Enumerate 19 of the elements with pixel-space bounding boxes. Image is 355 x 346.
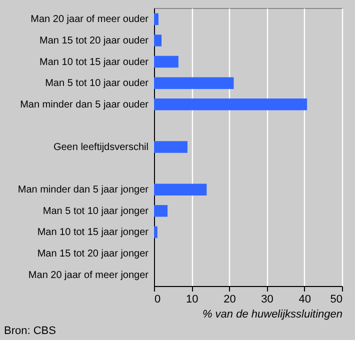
text: Bron: CBS: [4, 325, 56, 337]
y-tick-label: Geen leeftijdsverschil: [53, 142, 148, 153]
y-tick-label: Man 10 tot 15 jaar jonger: [37, 227, 150, 238]
x-tick-label: 10: [186, 294, 198, 306]
y-tick-label: Man 15 tot 20 jaar ouder: [40, 35, 150, 46]
y-tick-label: Man 5 tot 10 jaar ouder: [45, 78, 150, 90]
y-tick-label: Man minder dan 5 jaar jonger: [18, 184, 150, 196]
y-tick-label: Man 15 tot 20 jaar jonger: [37, 248, 150, 260]
x-tick-label: 0: [154, 294, 161, 306]
y-tick-label: Man minder dan 5 jaar ouder: [20, 99, 150, 110]
x-tick-label: 30: [261, 294, 274, 306]
x-tick-label: 20: [224, 294, 236, 306]
x-tick-label: 40: [298, 294, 312, 306]
x-axis-title: % van de huwelijkssluitingen: [202, 308, 342, 320]
y-tick-label: Man 20 jaar of meer jonger: [28, 270, 150, 281]
y-tick-label: Man 10 tot 15 jaar ouder: [40, 56, 150, 68]
x-tick-label: 50: [330, 294, 342, 306]
y-tick-label: Man 20 jaar of meer ouder: [30, 14, 150, 26]
y-tick-label: Man 5 tot 10 jaar jonger: [42, 206, 150, 217]
